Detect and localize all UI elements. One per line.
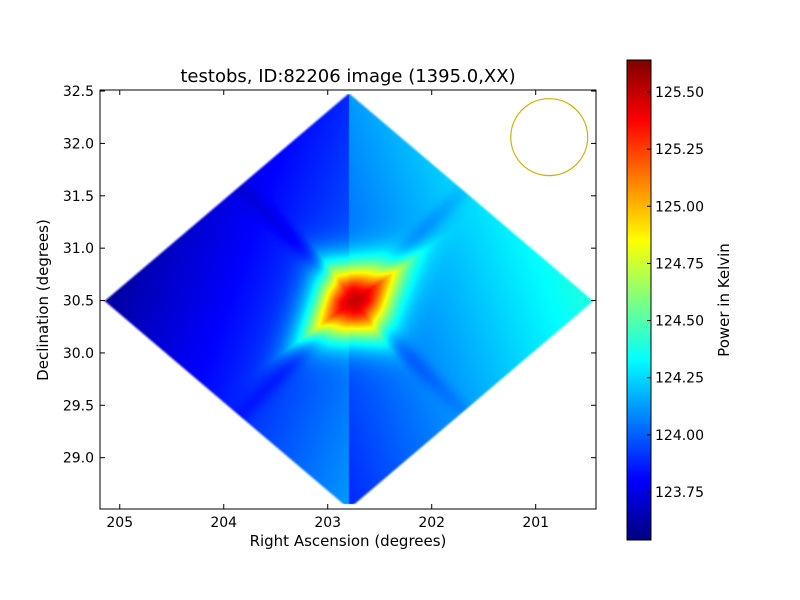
x-tick-label: 201 (522, 515, 549, 531)
colorbar-tick-label: 124.25 (655, 371, 704, 387)
chart-title: testobs, ID:82206 image (1395.0,XX) (180, 66, 515, 87)
y-axis: 32.5 32.0 31.5 31.0 30.5 30.0 29.5 29.0 (63, 84, 596, 467)
y-axis-label: Declination (degrees) (34, 219, 52, 381)
colorbar-tick-label: 125.50 (655, 85, 704, 101)
colorbar-tick-label: 123.75 (655, 485, 704, 501)
x-tick-label: 204 (210, 515, 237, 531)
colorbar-tick-label: 125.25 (655, 142, 704, 158)
colorbar-tick-label: 124.75 (655, 256, 704, 272)
plot-frame (99, 89, 597, 510)
y-tick-label: 31.5 (63, 189, 94, 205)
y-tick-label: 29.0 (63, 451, 94, 467)
x-axis: 205 204 203 202 201 (106, 90, 549, 531)
x-tick-label: 203 (314, 515, 341, 531)
y-tick-label: 30.5 (63, 294, 94, 310)
heatmap-image (100, 90, 596, 509)
x-tick-label: 205 (106, 515, 133, 531)
colorbar-axis: 125.50 125.25 125.00 124.75 124.50 124.25 124.… (647, 85, 704, 501)
x-axis-label: Right Ascension (degrees) (250, 532, 447, 550)
y-tick-label: 29.5 (63, 398, 94, 414)
y-tick-label: 30.0 (63, 346, 94, 362)
y-tick-label: 32.0 (63, 136, 94, 152)
colorbar-tick-label: 124.50 (655, 314, 704, 330)
y-tick-label: 31.0 (63, 241, 94, 257)
colorbar-frame (626, 59, 652, 541)
colorbar-gradient (627, 60, 651, 540)
colorbar-tick-label: 125.00 (655, 199, 704, 215)
colorbar-label: Power in Kelvin (715, 243, 733, 357)
x-tick-label: 202 (418, 515, 445, 531)
y-tick-label: 32.5 (63, 84, 94, 100)
colorbar-tick-label: 124.00 (655, 428, 704, 444)
beam-circle (510, 98, 589, 177)
